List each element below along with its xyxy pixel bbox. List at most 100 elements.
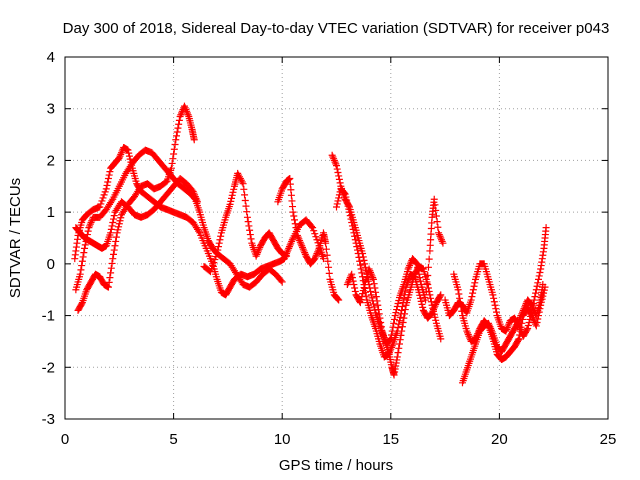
data-point-marker — [241, 191, 249, 199]
axis-ticks — [64, 56, 609, 420]
data-point-marker — [228, 191, 236, 199]
data-point-marker — [529, 303, 537, 311]
grid-lines — [65, 57, 608, 419]
data-point-marker — [332, 160, 340, 168]
data-point-marker — [107, 225, 115, 233]
data-point-marker — [301, 249, 309, 257]
data-point-marker — [434, 223, 442, 231]
data-point-marker — [322, 245, 330, 253]
data-point-marker — [355, 253, 363, 261]
data-point-marker — [387, 335, 395, 343]
data-point-marker — [193, 196, 201, 204]
data-point-marker — [348, 274, 356, 282]
data-point-marker — [393, 353, 401, 361]
data-point-marker — [531, 293, 539, 301]
data-point-marker — [358, 269, 366, 277]
data-point-marker — [356, 257, 364, 265]
data-point-marker — [385, 349, 393, 357]
data-point-marker — [370, 280, 378, 288]
data-point-marker — [353, 246, 361, 254]
data-point-marker — [343, 196, 351, 204]
data-point-marker — [78, 300, 86, 308]
data-point-marker — [392, 309, 400, 317]
y-axis-label: SDTVAR / TECUs — [7, 178, 24, 298]
data-point-marker — [114, 226, 122, 234]
data-point-marker — [169, 155, 177, 163]
data-point-marker — [517, 312, 525, 320]
data-point-marker — [346, 208, 354, 216]
data-point-marker — [529, 305, 537, 313]
data-point-marker — [288, 236, 296, 244]
data-point-marker — [514, 318, 522, 326]
data-point-marker — [354, 250, 362, 258]
data-point-marker — [530, 296, 538, 304]
data-point-marker — [365, 265, 373, 273]
data-point-marker — [105, 171, 113, 179]
data-point-marker — [394, 349, 402, 357]
data-point-marker — [216, 236, 224, 244]
data-point-marker — [101, 188, 109, 196]
data-point-marker — [334, 168, 342, 176]
data-point-marker — [110, 246, 118, 254]
data-point-marker — [78, 262, 86, 270]
data-point-marker — [124, 146, 132, 154]
data-point-marker — [297, 240, 305, 248]
data-point-marker — [422, 296, 430, 304]
data-point-marker — [167, 164, 175, 172]
data-point-marker — [536, 268, 544, 276]
data-point-marker — [79, 253, 87, 261]
data-point-marker — [490, 294, 498, 302]
data-point-marker — [357, 296, 365, 304]
data-point-marker — [535, 272, 543, 280]
data-point-marker — [115, 154, 123, 162]
data-point-marker — [470, 282, 478, 290]
data-point-marker — [344, 202, 352, 210]
data-point-marker — [289, 208, 297, 216]
data-point-marker — [542, 224, 550, 232]
data-point-marker — [469, 289, 477, 297]
data-point-marker — [419, 303, 427, 311]
data-point-marker — [312, 233, 320, 241]
data-point-marker — [310, 227, 318, 235]
data-point-marker — [106, 274, 114, 282]
data-point-marker — [100, 191, 108, 199]
data-point-marker — [299, 245, 307, 253]
data-point-marker — [287, 239, 295, 247]
data-point-marker — [242, 202, 250, 210]
data-point-marker — [374, 306, 382, 314]
data-point-marker — [524, 325, 532, 332]
data-point-marker — [246, 231, 254, 239]
data-point-marker — [429, 307, 437, 315]
data-point-marker — [358, 293, 366, 301]
data-point-marker — [256, 243, 264, 251]
y-tick-label: -3 — [42, 411, 55, 428]
data-point-marker — [335, 175, 343, 183]
data-point-marker — [415, 270, 423, 278]
data-point-marker — [293, 231, 301, 239]
data-point-marker — [393, 303, 401, 311]
x-tick-label: 25 — [600, 431, 617, 448]
data-point-marker — [210, 259, 218, 267]
data-point-marker — [172, 136, 180, 144]
data-point-marker — [416, 294, 424, 302]
data-point-marker — [376, 314, 384, 322]
data-point-marker — [516, 315, 524, 323]
data-point-marker — [212, 253, 220, 261]
data-point-marker — [107, 269, 115, 277]
data-point-marker — [333, 165, 341, 173]
data-point-marker — [189, 187, 197, 195]
data-point-marker — [471, 279, 479, 287]
data-point-marker — [311, 255, 319, 263]
data-point-marker — [532, 289, 540, 297]
data-point-marker — [502, 327, 510, 335]
data-point-marker — [183, 109, 191, 117]
data-point-marker — [424, 271, 432, 279]
data-point-marker — [335, 172, 343, 180]
data-point-marker — [284, 246, 292, 254]
data-point-marker — [351, 236, 359, 244]
data-point-marker — [439, 239, 447, 247]
data-point-marker — [86, 222, 94, 230]
data-point-marker — [117, 214, 125, 222]
data-point-marker — [112, 237, 120, 245]
sdtvar-track-6 — [274, 175, 343, 304]
